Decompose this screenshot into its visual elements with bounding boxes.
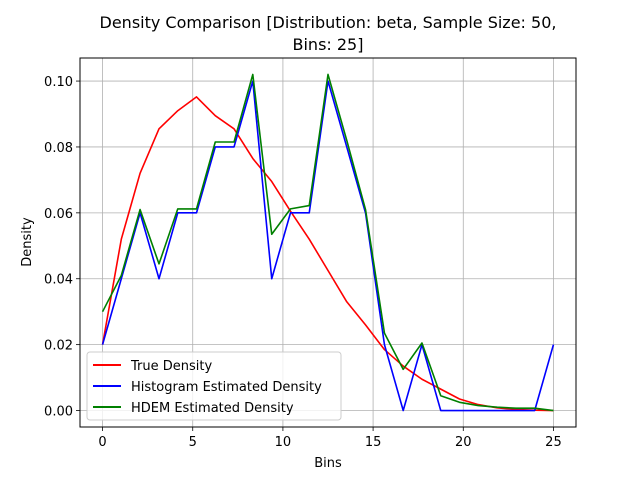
x-axis-label: Bins [314, 456, 342, 471]
y-tick-label: 0.02 [44, 339, 73, 354]
y-tick-label: 0.06 [44, 207, 73, 222]
legend-label-hdem: HDEM Estimated Density [131, 401, 294, 416]
x-tick-label: 20 [455, 435, 472, 450]
legend-label-histogram: Histogram Estimated Density [131, 380, 322, 395]
hdem-density-line [101, 73, 554, 412]
y-tick-label: 0.04 [44, 273, 73, 288]
plot-frame [79, 57, 577, 428]
x-axis: 0 5 10 15 20 25 [98, 427, 562, 450]
true-density-line [101, 96, 554, 412]
y-tick-label: 0.08 [44, 141, 73, 156]
grid [80, 58, 576, 427]
x-tick-label: 0 [98, 435, 106, 450]
chart-title-line2: Bins: 25] [293, 35, 364, 54]
histogram-density-line [101, 80, 555, 412]
y-axis: 0.00 0.02 0.04 0.06 0.08 0.10 [44, 75, 80, 420]
y-axis-label: Density [20, 217, 35, 267]
x-tick-label: 25 [545, 435, 562, 450]
legend-box [86, 351, 342, 421]
x-tick-label: 10 [275, 435, 292, 450]
series-group [101, 73, 555, 412]
x-tick-label: 5 [189, 435, 197, 450]
legend-label-true-density: True Density [130, 359, 212, 374]
y-tick-label: 0.10 [44, 75, 73, 90]
x-tick-label: 15 [365, 435, 382, 450]
y-tick-label: 0.00 [44, 405, 73, 420]
chart-title-line1: Density Comparison [Distribution: beta, … [100, 13, 557, 32]
legend: True Density Histogram Estimated Density… [86, 351, 342, 421]
